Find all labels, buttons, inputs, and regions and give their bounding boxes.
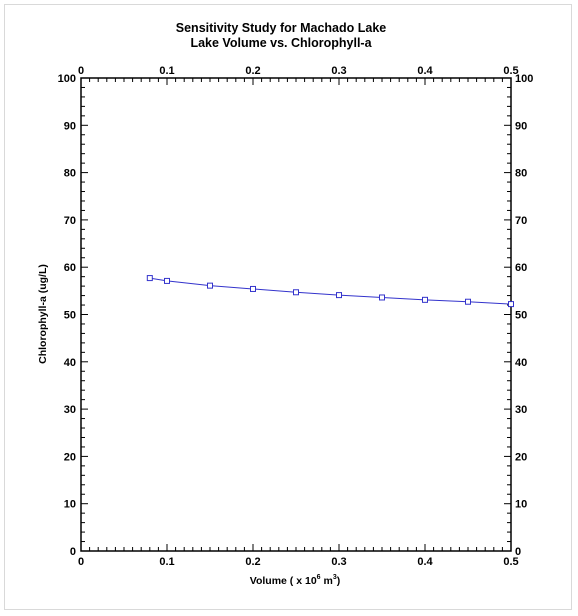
- y-tick-label: 70: [64, 215, 76, 227]
- y-tick-label-right: 0: [515, 546, 521, 558]
- data-point: [465, 298, 471, 305]
- y-tick-label-right: 70: [515, 215, 527, 227]
- y-tick-label-right: 30: [515, 404, 527, 416]
- plot-area: [80, 77, 512, 552]
- x-axis-label: Volume ( x 106 m3): [250, 574, 341, 587]
- y-tick-label: 100: [58, 73, 76, 85]
- series-line: [149, 277, 512, 305]
- y-tick-label: 30: [64, 404, 76, 416]
- y-tick-label-right: 90: [515, 120, 527, 132]
- y-tick-label-right: 60: [515, 262, 527, 274]
- y-tick-label: 40: [64, 357, 76, 369]
- tick-marks: [80, 77, 512, 552]
- chart-title-line1: Sensitivity Study for Machado Lake: [176, 21, 387, 35]
- x-tick-label: 0.3: [331, 556, 346, 568]
- y-tick-label-right: 100: [515, 73, 533, 85]
- data-point: [164, 277, 170, 284]
- x-tick-label: 0: [78, 556, 84, 568]
- y-tick-label: 60: [64, 262, 76, 274]
- data-point: [207, 282, 213, 289]
- x-tick-label-top: 0.4: [417, 65, 433, 77]
- y-tick-label-right: 20: [515, 451, 527, 463]
- y-tick-label-right: 40: [515, 357, 527, 369]
- x-tick-label: 0.1: [159, 556, 174, 568]
- x-tick-label-top: 0.1: [159, 65, 174, 77]
- y-tick-label-right: 80: [515, 168, 527, 180]
- data-point: [293, 289, 299, 296]
- y-tick-label-right: 50: [515, 310, 527, 322]
- y-axis-label: Chlorophyll-a (ug/L): [37, 264, 49, 364]
- x-tick-label: 0.4: [417, 556, 433, 568]
- x-tick-label-top: 0.5: [503, 65, 518, 77]
- data-point: [250, 285, 256, 292]
- tick-labels: 000.10.10.20.20.30.30.40.40.50.50 010 1020…: [58, 65, 534, 568]
- y-tick-label: 80: [64, 168, 76, 180]
- y-tick-label: 20: [64, 451, 76, 463]
- x-tick-label-top: 0: [78, 65, 84, 77]
- y-tick-label: 50: [64, 310, 76, 322]
- x-tick-label: 0.2: [245, 556, 260, 568]
- chart-title-line2: Lake Volume vs. Chlorophyll-a: [190, 36, 372, 50]
- y-tick-label: 90: [64, 120, 76, 132]
- data-point: [379, 294, 385, 301]
- x-tick-label-top: 0.2: [245, 65, 260, 77]
- y-tick-label-right: 10: [515, 499, 527, 511]
- y-tick-label: 0: [70, 546, 76, 558]
- x-tick-label-top: 0.3: [331, 65, 346, 77]
- data-point: [146, 275, 153, 282]
- y-tick-label: 10: [64, 499, 76, 511]
- data-point: [422, 296, 428, 303]
- chart-frame: [4, 4, 572, 610]
- data-point: [336, 292, 342, 299]
- x-tick-label: 0.5: [503, 556, 518, 568]
- series-group: [146, 275, 514, 308]
- data-point: [508, 301, 514, 308]
